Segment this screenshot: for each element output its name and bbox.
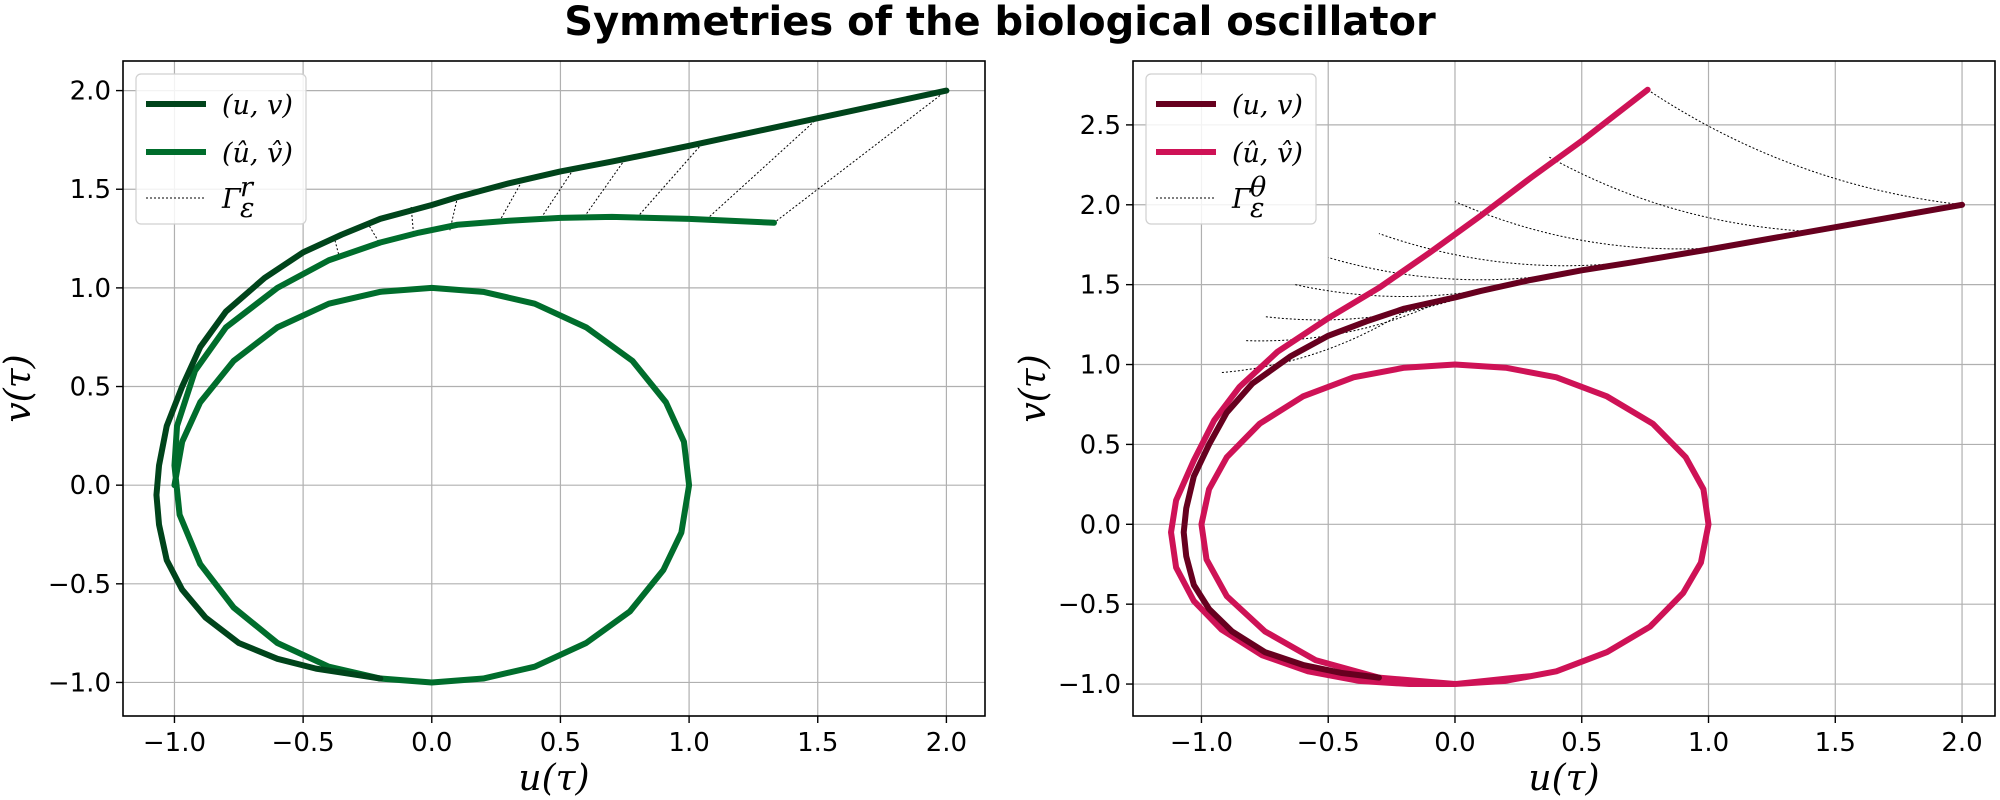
left-panel: −1.0 −0.5 0.0 0.5 1.0 1.5 2.0 −1.0 −0.5 0.0 0.5 1.0… — [0, 60, 986, 799]
connector-segment — [773, 90, 947, 224]
x-tick-label: 2.0 — [1941, 728, 1982, 758]
right-legend: (u, v) (û, v̂) Γ εθ — [1145, 73, 1317, 225]
connector-arc — [1378, 233, 1641, 267]
legend-label-original: (u, v) — [222, 90, 293, 121]
original-trajectory-line — [153, 87, 950, 682]
axes-frame — [122, 60, 986, 717]
x-tick-label: 0.0 — [1434, 728, 1475, 758]
x-tick-label: 2.0 — [926, 728, 967, 758]
y-tick-label: 1.0 — [1080, 351, 1121, 381]
x-tick-label: −0.5 — [272, 728, 335, 758]
y-tick-label: 0.0 — [70, 471, 111, 501]
y-tick-label: 2.0 — [70, 77, 111, 107]
left-legend: (u, v) (û, v̂) Γ εr — [135, 73, 307, 225]
right-panel: −1.0 −0.5 0.0 0.5 1.0 1.5 2.0 −1.0 −0.5 0.0 0.5 1.0… — [1013, 60, 1996, 799]
y-axis-label: v(τ) — [1013, 354, 1054, 422]
legend-box — [1145, 73, 1317, 225]
x-tick-label: 1.0 — [1688, 728, 1729, 758]
x-tick-label: 0.5 — [1561, 728, 1602, 758]
x-tick-label: 0.0 — [411, 728, 452, 758]
y-tick-label: 2.0 — [1080, 191, 1121, 221]
transformed-trajectory-line — [1168, 86, 1712, 688]
figure-title: Symmetries of the biological oscillator — [564, 0, 1436, 45]
legend-label-connector-subscript: ε — [240, 193, 255, 224]
connector-arc — [1647, 89, 1963, 206]
legend-label-connector-subscript: ε — [1250, 193, 1265, 224]
connector-arc — [1454, 201, 1714, 250]
y-tick-label: −0.5 — [48, 570, 111, 600]
x-axis-label: u(τ) — [1528, 758, 1599, 799]
y-tick-label: 0.5 — [1080, 430, 1121, 460]
y-tick-label: −1.0 — [1058, 670, 1121, 700]
x-tick-label: 1.5 — [1815, 728, 1856, 758]
y-tick-label: 2.5 — [1080, 111, 1121, 141]
legend-box — [135, 73, 307, 225]
connector-segment — [333, 236, 340, 257]
legend-label-transformed: (û, v̂) — [1232, 138, 1303, 169]
connector-arc — [1244, 300, 1443, 342]
right-plot-area — [1168, 86, 1966, 688]
x-tick-label: 1.0 — [668, 728, 709, 758]
y-tick-label: 0.5 — [70, 373, 111, 403]
connector-segment — [637, 143, 703, 218]
axes-frame — [1132, 60, 1996, 717]
x-axis-label: u(τ) — [518, 758, 589, 799]
legend-label-connector: Γ — [1231, 184, 1252, 215]
legend-label-transformed: (û, v̂) — [222, 138, 293, 169]
original-trajectory-line — [1180, 201, 1966, 681]
x-tick-label: 0.5 — [540, 728, 581, 758]
x-tick-label: −1.0 — [143, 728, 206, 758]
x-tick-label: −0.5 — [1297, 728, 1360, 758]
legend-label-connector: Γ — [221, 184, 242, 215]
legend-label-original: (u, v) — [1232, 90, 1303, 121]
connector-segment — [706, 117, 819, 220]
connector-arc — [1221, 311, 1405, 374]
connector-arc — [1264, 290, 1481, 321]
x-tick-label: 1.5 — [797, 728, 838, 758]
y-axis-label: v(τ) — [0, 354, 39, 422]
transformed-trajectory-line — [171, 213, 778, 686]
legend-label-connector-superscript: θ — [1250, 172, 1266, 203]
x-tick-label: −1.0 — [1170, 728, 1233, 758]
left-plot-area — [153, 87, 950, 686]
y-tick-label: 1.5 — [1080, 271, 1121, 301]
y-tick-label: 1.5 — [70, 175, 111, 205]
y-tick-label: 1.0 — [70, 274, 111, 304]
y-tick-label: −1.0 — [48, 668, 111, 698]
legend-label-connector-superscript: r — [240, 172, 255, 203]
y-tick-label: −0.5 — [1058, 590, 1121, 620]
y-tick-label: 0.0 — [1080, 510, 1121, 540]
connector-arc — [1548, 156, 1823, 233]
